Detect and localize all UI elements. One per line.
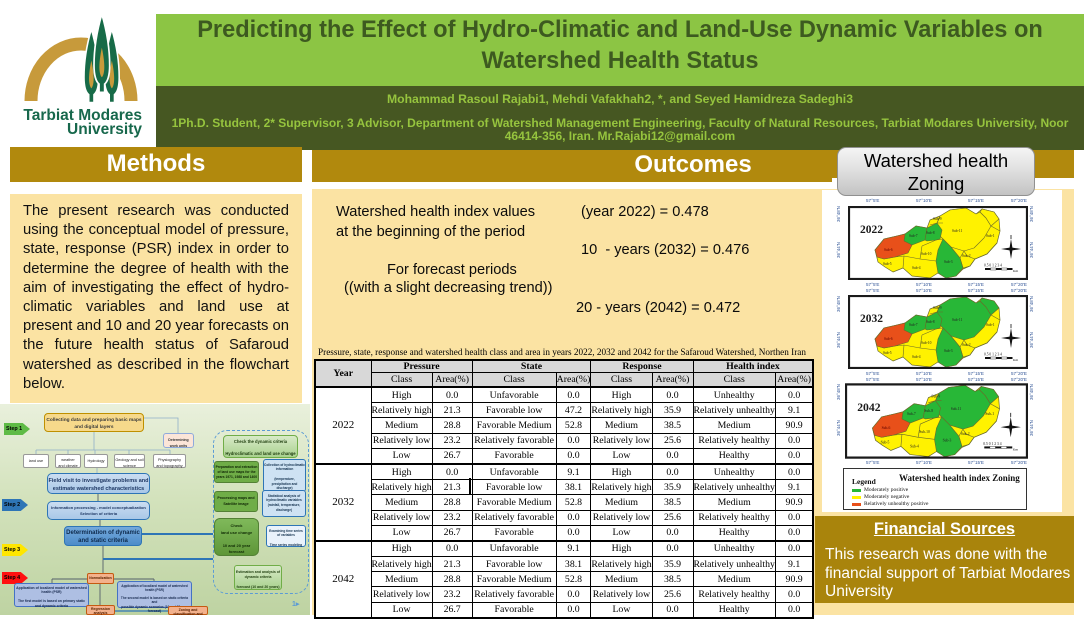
svg-text:2032: 2032 — [860, 313, 883, 325]
svg-text:2042: 2042 — [857, 401, 881, 414]
svg-text:2022: 2022 — [860, 224, 883, 236]
svg-text:University: University — [67, 121, 142, 138]
svg-text:Tarbiat Modares: Tarbiat Modares — [23, 107, 142, 124]
